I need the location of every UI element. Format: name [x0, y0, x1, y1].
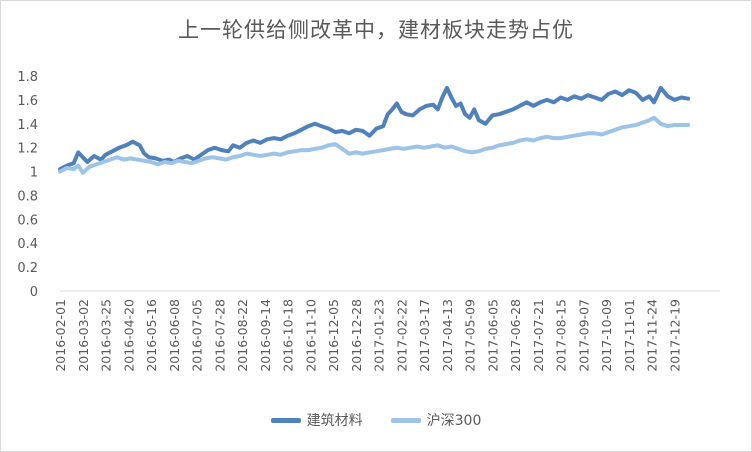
x-tick-label: 2017-09-07 [576, 299, 591, 372]
x-tick-label: 2016-05-16 [144, 299, 159, 372]
y-axis-ticks: 0 0.2 0.4 0.6 0.8 1 1.2 1.4 1.6 1.8 [17, 70, 38, 300]
y-tick-label: 1.2 [17, 142, 38, 157]
legend: 建筑材料 沪深300 [0, 410, 752, 430]
y-tick-label: 1 [30, 166, 38, 181]
x-tick-label: 2017-02-22 [394, 299, 409, 372]
x-tick-label: 2017-11-01 [622, 299, 637, 372]
legend-label: 沪深300 [426, 413, 482, 429]
x-tick-label: 2016-12-28 [349, 299, 364, 372]
y-tick-label: 1.8 [17, 70, 38, 85]
x-tick-label: 2017-04-13 [440, 299, 455, 372]
y-tick-label: 0.8 [17, 189, 38, 204]
x-tick-label: 2016-10-18 [281, 299, 296, 372]
x-tick-label: 2017-03-17 [417, 299, 432, 372]
x-tick-label: 2016-04-20 [121, 299, 136, 372]
x-tick-label: 2016-07-28 [212, 299, 227, 372]
y-tick-label: 1.6 [17, 94, 38, 109]
series-line-2 [58, 115, 691, 175]
chart-title: 上一轮供给侧改革中，建材板块走势占优 [178, 18, 574, 42]
y-tick-label: 0.4 [17, 237, 38, 252]
x-tick-label: 2016-03-25 [99, 299, 114, 372]
x-tick-label: 2017-05-09 [463, 299, 478, 372]
y-tick-label: 0.6 [17, 213, 38, 228]
x-tick-label: 2016-02-01 [53, 299, 68, 372]
x-tick-label: 2017-10-09 [599, 299, 614, 372]
x-tick-label: 2017-01-23 [372, 299, 387, 372]
legend-swatch [390, 417, 421, 423]
x-tick-label: 2017-07-21 [531, 299, 546, 372]
y-tick-label: 0.2 [17, 261, 38, 276]
x-tick-label: 2016-07-05 [190, 299, 205, 372]
series-line-1 [58, 85, 691, 172]
x-tick-label: 2016-08-22 [235, 299, 250, 372]
legend-label: 建筑材料 [306, 413, 363, 429]
x-tick-label: 2016-09-14 [258, 299, 273, 372]
x-tick-label: 2016-06-08 [167, 299, 182, 372]
series-layer [58, 85, 691, 175]
x-tick-label: 2017-12-19 [667, 299, 682, 372]
x-tick-label: 2016-03-02 [76, 299, 91, 372]
y-tick-label: 1.4 [17, 118, 38, 133]
legend-item-2: 沪深300 [390, 410, 482, 430]
legend-swatch [270, 417, 301, 423]
x-tick-label: 2017-11-24 [645, 299, 660, 372]
x-tick-label: 2017-08-15 [554, 299, 569, 372]
x-tick-label: 2017-06-28 [508, 299, 523, 372]
legend-item-1: 建筑材料 [270, 410, 363, 430]
x-axis-ticks: 2016-02-01 2016-03-02 2016-03-25 2016-04-20… [53, 299, 682, 372]
x-tick-label: 2017-06-05 [485, 299, 500, 372]
x-tick-label: 2016-12-05 [326, 299, 341, 372]
x-tick-label: 2016-11-10 [303, 299, 318, 372]
y-tick-label: 0 [30, 285, 38, 300]
